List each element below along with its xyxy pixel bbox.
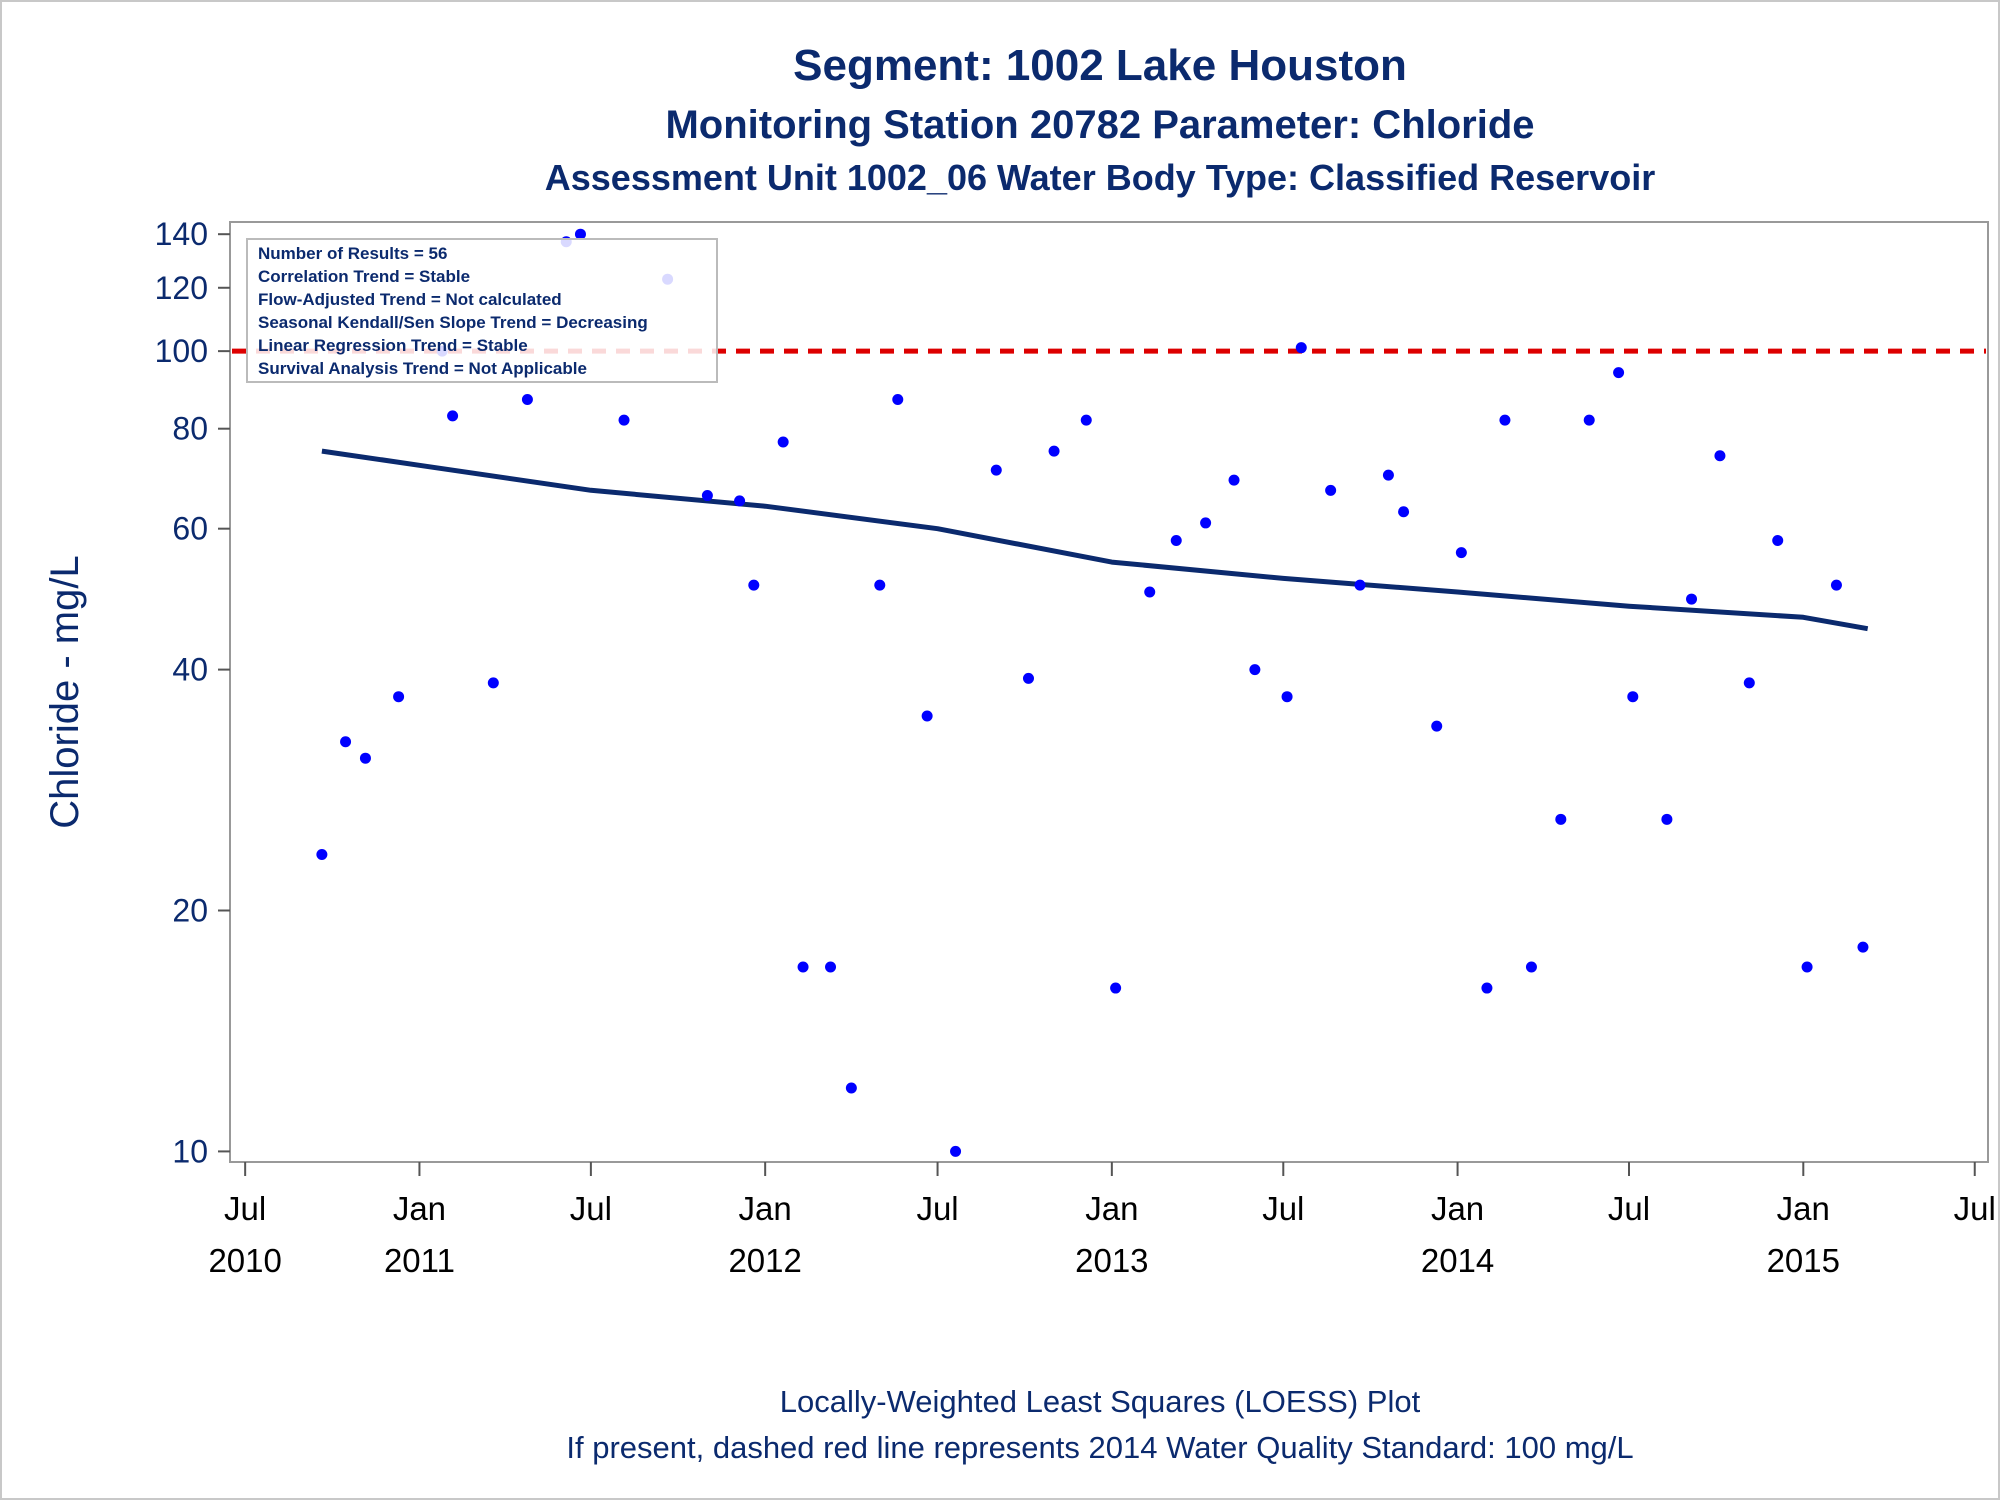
data-point (316, 848, 328, 860)
data-point (1382, 469, 1394, 481)
trend-stats-border (246, 238, 718, 383)
data-point (521, 394, 533, 406)
data-point (1627, 691, 1639, 703)
loess-line (321, 448, 1869, 632)
x-tick-label: Jul (1954, 1190, 1996, 1227)
data-point (1281, 691, 1293, 703)
y-axis: 10 20 40 60 80 100 120 140 (155, 216, 230, 1169)
data-point (1080, 414, 1092, 426)
data-point (1481, 982, 1493, 994)
data-point (1613, 367, 1625, 379)
y-tick-label: 80 (172, 411, 208, 447)
data-point (1686, 593, 1698, 605)
data-point (447, 410, 459, 422)
data-point (1830, 579, 1842, 591)
x-tick-label: Jan (1777, 1190, 1830, 1227)
data-point (734, 495, 746, 507)
data-point (359, 752, 371, 764)
x-tick-label: Jan (1085, 1190, 1138, 1227)
y-tick-label: 100 (155, 333, 208, 369)
x-tick-label: Jan (393, 1190, 446, 1227)
x-tick-year-label: 2013 (1075, 1242, 1148, 1279)
data-point (1325, 484, 1337, 496)
data-point (777, 436, 789, 448)
data-point (874, 579, 886, 591)
y-axis-label: Chloride - mg/L (43, 555, 87, 828)
y-tick-label: 20 (172, 893, 208, 929)
x-tick-label: Jul (224, 1190, 266, 1227)
data-point (1022, 672, 1034, 684)
data-point (1398, 506, 1410, 518)
data-point (1249, 664, 1261, 676)
data-point (797, 961, 809, 973)
chart-subtitle-2: Assessment Unit 1002_06 Water Body Type:… (545, 157, 1655, 198)
trend-stat-line: Seasonal Kendall/Sen Slope Trend = Decre… (258, 313, 648, 332)
data-point (340, 736, 352, 748)
y-tick-label: 40 (172, 652, 208, 688)
x-tick-label: Jul (1262, 1190, 1304, 1227)
y-tick-label: 10 (172, 1133, 208, 1169)
data-point (950, 1145, 962, 1157)
data-point (1431, 720, 1443, 732)
data-point (1525, 961, 1537, 973)
trend-stats-box: Number of Results = 56 Correlation Trend … (246, 238, 718, 383)
x-tick-year-label: 2012 (728, 1242, 801, 1279)
trend-stat-line: Flow-Adjusted Trend = Not calculated (258, 290, 562, 309)
data-point (1200, 517, 1212, 529)
footnote-loess: Locally-Weighted Least Squares (LOESS) P… (780, 1384, 1421, 1419)
trend-stat-line: Linear Regression Trend = Stable (258, 336, 528, 355)
x-tick-year-label: 2015 (1767, 1242, 1840, 1279)
data-point (393, 691, 405, 703)
data-point (1110, 982, 1122, 994)
trend-stat-line: Correlation Trend = Stable (258, 267, 470, 286)
x-tick-label: Jul (1608, 1190, 1650, 1227)
data-point (845, 1082, 857, 1094)
data-point (1170, 534, 1182, 546)
x-tick-label: Jul (916, 1190, 958, 1227)
data-point (1857, 941, 1869, 953)
data-point (1801, 961, 1813, 973)
data-point (825, 961, 837, 973)
x-tick-year-label: 2011 (384, 1242, 455, 1279)
x-tick-year-label: 2014 (1421, 1242, 1494, 1279)
data-point (1228, 474, 1240, 486)
y-tick-label: 140 (155, 216, 208, 252)
footnote-standard: If present, dashed red line represents 2… (566, 1430, 1633, 1465)
data-point (701, 490, 713, 502)
x-tick-year-label: 2010 (208, 1242, 281, 1279)
data-point (921, 710, 933, 722)
data-point (892, 394, 904, 406)
data-point (1048, 445, 1060, 457)
trend-stat-line: Survival Analysis Trend = Not Applicable (258, 359, 587, 378)
x-axis: Jul 2010 Jan 2011 Jul Jan 2012 Jul Jan 2013 Jul Jan… (208, 1162, 1996, 1279)
loess-trend (321, 448, 1869, 632)
data-point (574, 228, 586, 240)
x-tick-label: Jul (570, 1190, 612, 1227)
chart-title: Segment: 1002 Lake Houston (793, 41, 1407, 90)
trend-stat-line: Number of Results = 56 (258, 244, 447, 263)
data-point (1555, 813, 1567, 825)
x-tick-label: Jan (1431, 1190, 1484, 1227)
plot-area (229, 221, 1989, 1163)
y-tick-label: 60 (172, 511, 208, 547)
data-point (487, 677, 499, 689)
data-point (1295, 342, 1307, 354)
data-point (1772, 534, 1784, 546)
data-point (1743, 677, 1755, 689)
chart-subtitle: Monitoring Station 20782 Parameter: Chlo… (665, 103, 1534, 147)
data-point (1583, 414, 1595, 426)
y-tick-label: 120 (155, 270, 208, 306)
x-tick-label: Jan (739, 1190, 792, 1227)
data-point (1499, 414, 1511, 426)
data-point (1661, 813, 1673, 825)
data-point (748, 579, 760, 591)
data-point (990, 464, 1002, 476)
data-point (1714, 450, 1726, 462)
data-point (618, 414, 630, 426)
data-point (1455, 547, 1467, 559)
data-points (316, 228, 1869, 1157)
data-point (1144, 586, 1156, 598)
data-point (1354, 579, 1366, 591)
